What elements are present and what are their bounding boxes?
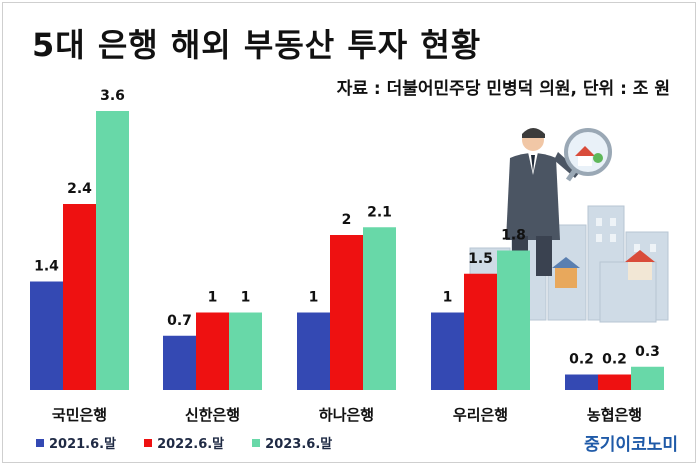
bar-4-2021 (431, 312, 464, 390)
bar-5-2023 (631, 366, 664, 390)
value-label-2-2022: 1 (208, 290, 218, 306)
legend-label-2023: 2023.6.말 (265, 437, 333, 452)
bar-1-2023 (96, 111, 129, 390)
value-label-2-2021: 0.7 (167, 313, 192, 329)
chart-legend: 2021.6.말 2022.6.말 2023.6.말 (36, 433, 332, 452)
bar-2-2022 (196, 312, 229, 390)
bar-4-2023 (497, 250, 530, 390)
bar-4-2022 (464, 273, 497, 390)
bar-3-2022 (330, 235, 363, 390)
chart-frame (2, 2, 696, 463)
bar-3-2023 (363, 227, 396, 390)
category-label-5: 농협은행 (587, 406, 642, 424)
value-label-5-2021: 0.2 (569, 352, 594, 368)
legend-label-2022: 2022.6.말 (157, 437, 225, 452)
bar-3-2021 (297, 312, 330, 390)
bar-5-2021 (565, 374, 598, 390)
value-label-3-2021: 1 (309, 290, 319, 306)
category-label-3: 하나은행 (319, 406, 374, 424)
value-label-5-2022: 0.2 (602, 352, 627, 368)
value-label-1-2021: 1.4 (34, 259, 59, 275)
category-label-2: 신한은행 (185, 406, 240, 424)
bar-1-2022 (63, 204, 96, 390)
value-label-4-2022: 1.5 (468, 251, 493, 267)
legend-swatch-2023 (252, 438, 261, 447)
bar-2-2023 (229, 312, 262, 390)
value-label-4-2023: 1.8 (501, 228, 526, 244)
value-label-3-2022: 2 (342, 212, 352, 228)
chart-title: 5대 은행 해외 부동산 투자 현황 (32, 26, 482, 64)
bar-2-2021 (163, 335, 196, 390)
legend-swatch-2021 (36, 438, 44, 447)
legend-swatch-2022 (144, 438, 153, 447)
source-note: 자료 : 더불어민주당 민병덕 의원, 단위 : 조 원 (336, 79, 670, 99)
value-label-1-2023: 3.6 (100, 88, 125, 104)
value-label-5-2023: 0.3 (635, 344, 660, 360)
value-label-1-2022: 2.4 (67, 181, 92, 197)
value-label-4-2021: 1 (443, 290, 453, 306)
category-label-4: 우리은행 (453, 406, 508, 424)
value-label-2-2023: 1 (241, 290, 251, 306)
legend-item-2022: 2022.6.말 (144, 433, 224, 452)
legend-item-2021: 2021.6.말 (36, 433, 116, 452)
brand-logo-text: 중기이코노미 (584, 435, 678, 455)
value-label-3-2023: 2.1 (367, 204, 392, 220)
bar-5-2022 (598, 374, 631, 390)
legend-label-2021: 2021.6.말 (49, 437, 117, 452)
bar-1-2021 (30, 281, 63, 390)
category-label-1: 국민은행 (52, 406, 107, 424)
legend-item-2023: 2023.6.말 (252, 433, 332, 452)
